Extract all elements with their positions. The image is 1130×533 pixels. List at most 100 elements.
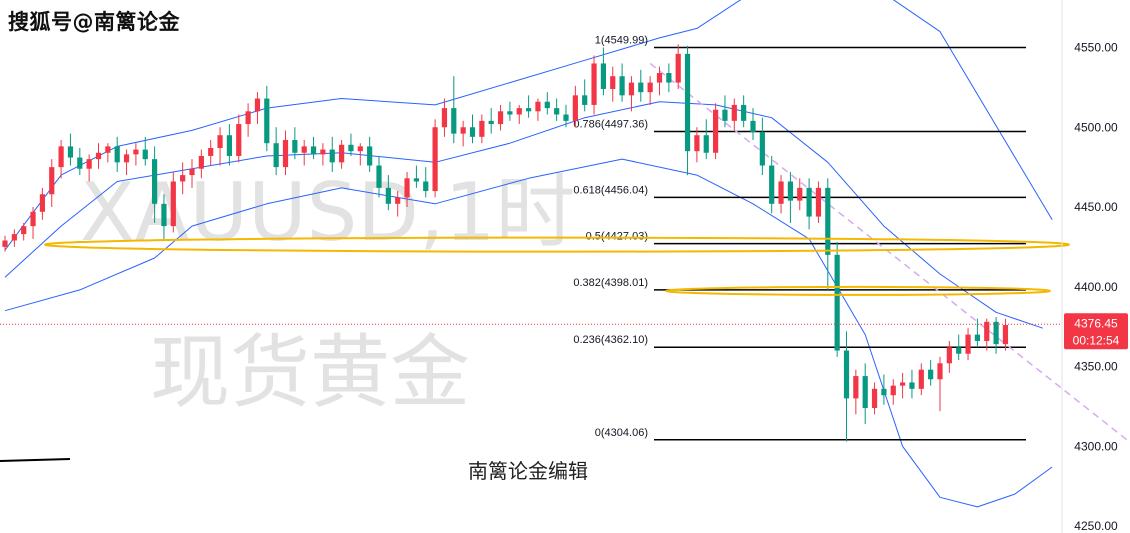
- candle-body: [554, 108, 560, 115]
- candle-body: [507, 111, 513, 115]
- candle-body: [1002, 325, 1009, 345]
- candle: [871, 382, 878, 415]
- candle-body: [339, 144, 345, 163]
- candle: [376, 155, 382, 198]
- candle: [759, 117, 765, 176]
- candle-body: [142, 149, 148, 160]
- candle-body: [21, 226, 27, 235]
- candle: [666, 63, 672, 93]
- candles: [2, 44, 1009, 442]
- bollinger-upper-band: [4, 0, 1053, 251]
- candle-body: [984, 321, 990, 341]
- candle-body: [881, 388, 887, 396]
- candle-body: [264, 98, 270, 144]
- candle: [441, 98, 448, 137]
- candle: [843, 331, 850, 442]
- candle-body: [367, 146, 373, 166]
- candle: [133, 143, 139, 166]
- candle-body: [843, 350, 850, 399]
- candle: [254, 92, 261, 125]
- candle: [900, 372, 906, 399]
- price-axis[interactable]: 4550.00 4500.00 4450.00 4400.00 4350.00 4300.…: [1074, 41, 1118, 533]
- candle-body: [993, 321, 999, 345]
- candle-body: [937, 363, 943, 380]
- candle-body: [909, 382, 915, 389]
- candle-body: [441, 108, 448, 128]
- candle-body: [217, 135, 223, 148]
- candle: [956, 334, 962, 361]
- candle: [488, 108, 494, 134]
- candle: [161, 194, 167, 239]
- candle-body: [563, 114, 569, 121]
- candle-body: [479, 120, 485, 137]
- candle: [965, 328, 971, 361]
- candle: [348, 133, 354, 156]
- fib-level-label: 1(4549.99): [595, 35, 648, 47]
- candle-body: [460, 127, 466, 134]
- candle: [526, 95, 532, 118]
- candle-body: [395, 197, 401, 204]
- candle-body: [656, 73, 663, 83]
- candle-body: [86, 159, 92, 169]
- candle-body: [488, 120, 494, 125]
- overlay-title: 搜狐号@南篱论金: [8, 10, 180, 34]
- candle: [301, 140, 307, 166]
- candle: [180, 162, 186, 195]
- candle-body: [282, 140, 289, 168]
- candle: [993, 317, 999, 354]
- candle-body: [797, 187, 803, 201]
- candle-body: [713, 109, 719, 153]
- candle: [554, 98, 560, 121]
- candle: [741, 95, 747, 128]
- candle: [497, 104, 504, 131]
- candle: [647, 76, 653, 105]
- candle: [357, 143, 363, 166]
- candle: [928, 360, 934, 386]
- candle: [600, 47, 606, 96]
- candle: [853, 369, 859, 415]
- candle-body: [834, 254, 840, 351]
- fib-level-label: 0.236(4362.10): [573, 334, 648, 346]
- candle: [909, 369, 915, 399]
- candle: [413, 165, 419, 188]
- candle: [95, 143, 102, 169]
- candle-body: [11, 234, 17, 241]
- candle-body: [666, 73, 672, 83]
- highlight-ellipse[interactable]: [665, 285, 1051, 296]
- stray-drawing-line: [0, 458, 71, 462]
- candle: [67, 133, 74, 166]
- candle: [684, 45, 691, 176]
- candle: [946, 340, 952, 373]
- price-tag-countdown: 00:12:54: [1073, 333, 1120, 347]
- highlight-ellipse[interactable]: [44, 236, 1070, 253]
- candle: [703, 119, 709, 160]
- candle-body: [39, 194, 45, 212]
- candle-body: [628, 82, 635, 96]
- candle-body: [77, 157, 83, 169]
- candle-body: [974, 334, 980, 341]
- candle-body: [750, 120, 756, 133]
- dashed-trendline[interactable]: [649, 62, 1128, 441]
- candle: [694, 127, 700, 163]
- candle-body: [769, 165, 775, 204]
- candle: [675, 44, 681, 89]
- editor-note: 南篱论金编辑: [468, 459, 588, 483]
- candle: [778, 175, 784, 214]
- candle-body: [619, 76, 625, 96]
- candle-body: [582, 95, 588, 105]
- candle: [544, 92, 550, 115]
- candle-body: [133, 149, 139, 155]
- candle: [142, 136, 148, 166]
- candle: [984, 318, 990, 351]
- candle-body: [423, 181, 429, 192]
- candle: [11, 229, 17, 247]
- candle: [918, 363, 924, 396]
- candle: [769, 155, 775, 214]
- candle: [2, 235, 8, 252]
- candle-body: [189, 168, 195, 176]
- candle: [123, 149, 130, 176]
- price-axis-tick: 4400.00: [1074, 280, 1118, 294]
- candle: [507, 101, 513, 121]
- candle: [722, 95, 728, 128]
